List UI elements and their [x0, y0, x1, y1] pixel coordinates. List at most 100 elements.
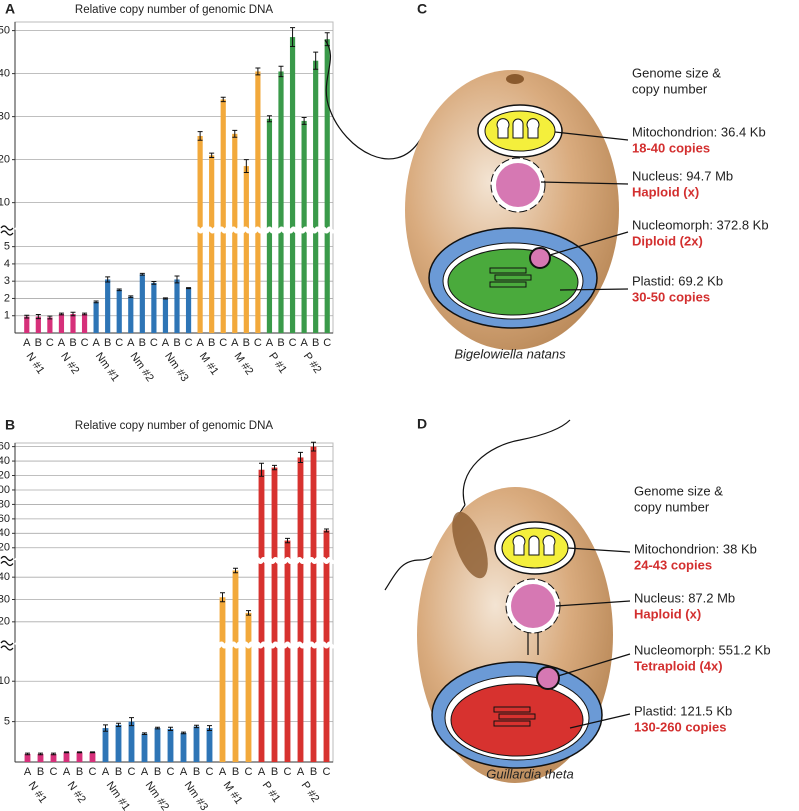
copy-number: 18-40 copies	[632, 140, 710, 155]
bar	[76, 752, 83, 762]
bar	[255, 71, 261, 333]
bar	[24, 316, 30, 333]
organelle-label: Nucleus: 87.2 Mb	[634, 590, 735, 605]
bar	[63, 752, 70, 762]
x-tick-label: A	[297, 766, 305, 778]
axis-break	[14, 557, 336, 564]
error-bar	[209, 152, 215, 158]
x-tick-label: A	[58, 337, 66, 349]
thylakoid	[493, 706, 536, 727]
error-bar	[301, 116, 307, 125]
x-tick-label: B	[76, 766, 83, 778]
x-tick-label: C	[323, 337, 331, 349]
error-bar	[70, 311, 76, 317]
x-tick-label: A	[23, 337, 31, 349]
error-bar	[155, 726, 160, 730]
organelle-label: Plastid: 121.5 Kb	[634, 703, 732, 718]
bar	[154, 728, 161, 762]
error-bar	[116, 288, 122, 292]
x-tick-label: A	[231, 337, 239, 349]
error-bar	[93, 300, 99, 304]
panel-label: D	[417, 416, 427, 432]
copy-number: Haploid (x)	[634, 606, 701, 621]
group-label: N #2	[65, 780, 88, 806]
error-bar	[116, 722, 121, 727]
panel-label: A	[5, 1, 15, 17]
x-tick-label: B	[193, 766, 200, 778]
error-bar	[194, 724, 199, 729]
axis-break	[14, 641, 336, 649]
nucleus	[496, 163, 540, 207]
error-bar	[47, 315, 53, 320]
x-tick-label: B	[115, 766, 122, 778]
copy-number: 130-260 copies	[634, 719, 727, 734]
error-bar	[232, 129, 238, 138]
bar	[193, 726, 200, 762]
organelle-label: Nucleus: 94.7 Mb	[632, 168, 733, 183]
error-bar	[181, 731, 186, 735]
x-tick-label: C	[167, 766, 175, 778]
y-tick-label: 20	[0, 154, 10, 166]
bar	[162, 298, 169, 333]
group-label: Nm #3	[162, 351, 190, 384]
bar	[139, 274, 145, 333]
x-tick-label: C	[289, 337, 297, 349]
bar	[289, 37, 296, 333]
basal-body	[506, 74, 524, 84]
error-bar	[278, 65, 284, 78]
nucleomorph	[536, 666, 560, 690]
bar	[258, 469, 265, 762]
error-bar	[38, 752, 43, 756]
group-label: Nm #1	[104, 780, 132, 811]
panel-label: B	[5, 417, 15, 433]
y-tick-label: 3	[4, 275, 10, 287]
nucleus	[511, 584, 555, 628]
axis-break-mark	[0, 640, 14, 651]
bar	[209, 155, 215, 333]
x-tick-label: C	[284, 766, 292, 778]
y-tick-label: 180	[0, 498, 10, 510]
error-bar	[174, 275, 180, 284]
error-bar	[246, 610, 251, 616]
error-bar	[220, 592, 225, 603]
group-label: P #1	[266, 351, 289, 376]
error-bar	[139, 272, 145, 276]
x-tick-label: C	[323, 766, 331, 778]
error-bar	[272, 464, 277, 471]
x-tick-label: A	[180, 766, 188, 778]
x-tick-label: B	[208, 337, 215, 349]
organelle-label: Mitochondrion: 36.4 Kb	[632, 124, 766, 139]
bar	[185, 288, 192, 333]
bar	[243, 166, 249, 333]
bar	[116, 289, 122, 333]
bar	[141, 733, 148, 762]
y-tick-label: 240	[0, 455, 10, 467]
x-tick-label: A	[127, 337, 135, 349]
x-tick-label: B	[154, 766, 161, 778]
error-bar	[105, 276, 111, 283]
chart-title: Relative copy number of genomic DNA	[75, 4, 273, 16]
header: copy number	[634, 499, 710, 514]
y-tick-label: 4	[4, 258, 10, 270]
x-tick-label: A	[258, 766, 266, 778]
bar	[35, 316, 41, 333]
x-tick-label: C	[150, 337, 158, 349]
error-bar	[58, 312, 64, 316]
group-label: P #1	[260, 780, 283, 805]
x-tick-label: A	[24, 766, 32, 778]
error-bar	[35, 314, 41, 320]
x-tick-label: C	[254, 337, 262, 349]
envelope-link	[527, 633, 539, 655]
error-bar	[129, 717, 134, 727]
error-bar	[233, 567, 238, 574]
error-bar	[25, 752, 30, 756]
y-tick-label: 10	[0, 675, 10, 687]
bar	[219, 597, 226, 762]
error-bar	[168, 726, 173, 731]
bar	[24, 753, 31, 762]
copy-number: Tetraploid (4x)	[634, 658, 723, 673]
bar	[271, 467, 278, 762]
bar	[58, 314, 65, 333]
x-tick-label: C	[115, 337, 123, 349]
bar	[50, 753, 57, 762]
